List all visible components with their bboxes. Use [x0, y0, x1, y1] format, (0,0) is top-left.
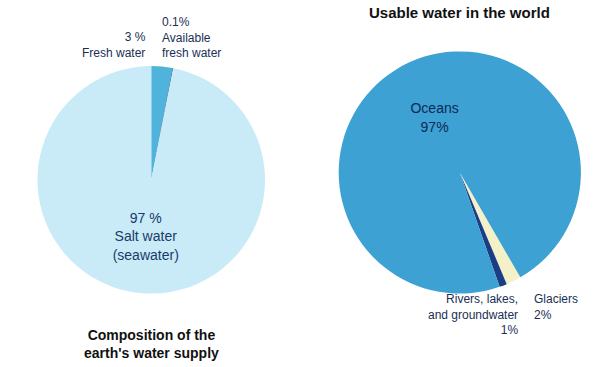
svg-text:3 %Fresh water: 3 %Fresh water — [82, 30, 146, 60]
svg-text:Rivers, lakes,and groundwater1: Rivers, lakes,and groundwater1% — [428, 292, 518, 337]
svg-text:Glaciers2%: Glaciers2% — [534, 292, 578, 322]
svg-text:Oceans97%: Oceans97% — [410, 100, 458, 134]
svg-text:Usable water in the world: Usable water in the world — [369, 4, 550, 21]
svg-text:0.1%Availablefresh water: 0.1%Availablefresh water — [162, 15, 221, 60]
svg-text:97 %Salt water(seawater): 97 %Salt water(seawater) — [113, 210, 179, 262]
svg-text:Composition of theearth's wate: Composition of theearth's water supply — [84, 327, 219, 361]
